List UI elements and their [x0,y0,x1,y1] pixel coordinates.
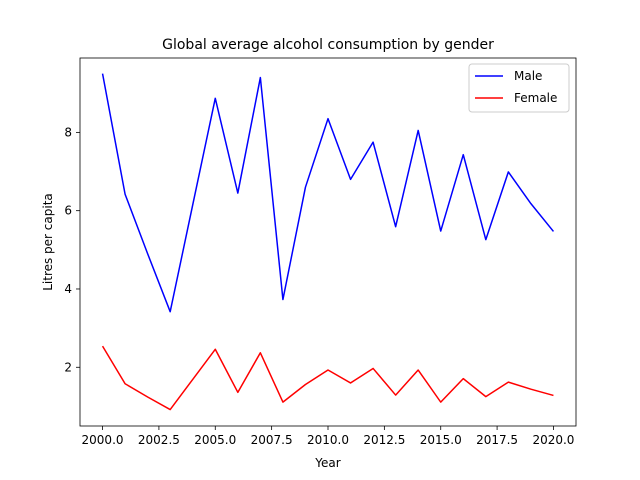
x-tick-label: 2015.0 [420,433,462,447]
series-line-male [101,73,555,313]
legend-label-female: Female [514,91,557,105]
y-tick-label: 8 [64,125,72,139]
legend-label-male: Male [514,69,542,83]
series-line-female [101,345,554,411]
chart-title: Global average alcohol consumption by ge… [162,37,494,53]
x-tick-label: 2000.0 [82,433,124,447]
y-tick-label: 6 [64,204,72,218]
x-tick-label: 2002.5 [138,433,180,447]
y-tick-label: 2 [64,360,72,374]
x-tick-label: 2012.5 [363,433,405,447]
x-tick-label: 2005.0 [194,433,236,447]
y-tick-label: 4 [64,282,72,296]
x-tick-label: 2020.0 [532,433,574,447]
y-axis-label: Litres per capita [41,193,55,291]
x-tick-label: 2007.5 [251,433,293,447]
x-axis-label: Year [314,456,340,470]
x-tick-label: 2017.5 [476,433,518,447]
x-tick-label: 2010.0 [307,433,349,447]
legend: Male Female [468,63,570,113]
plot-area: 2000.0 2002.5 2005.0 2007.5 2010.0 2012.5 2015… [64,57,577,447]
